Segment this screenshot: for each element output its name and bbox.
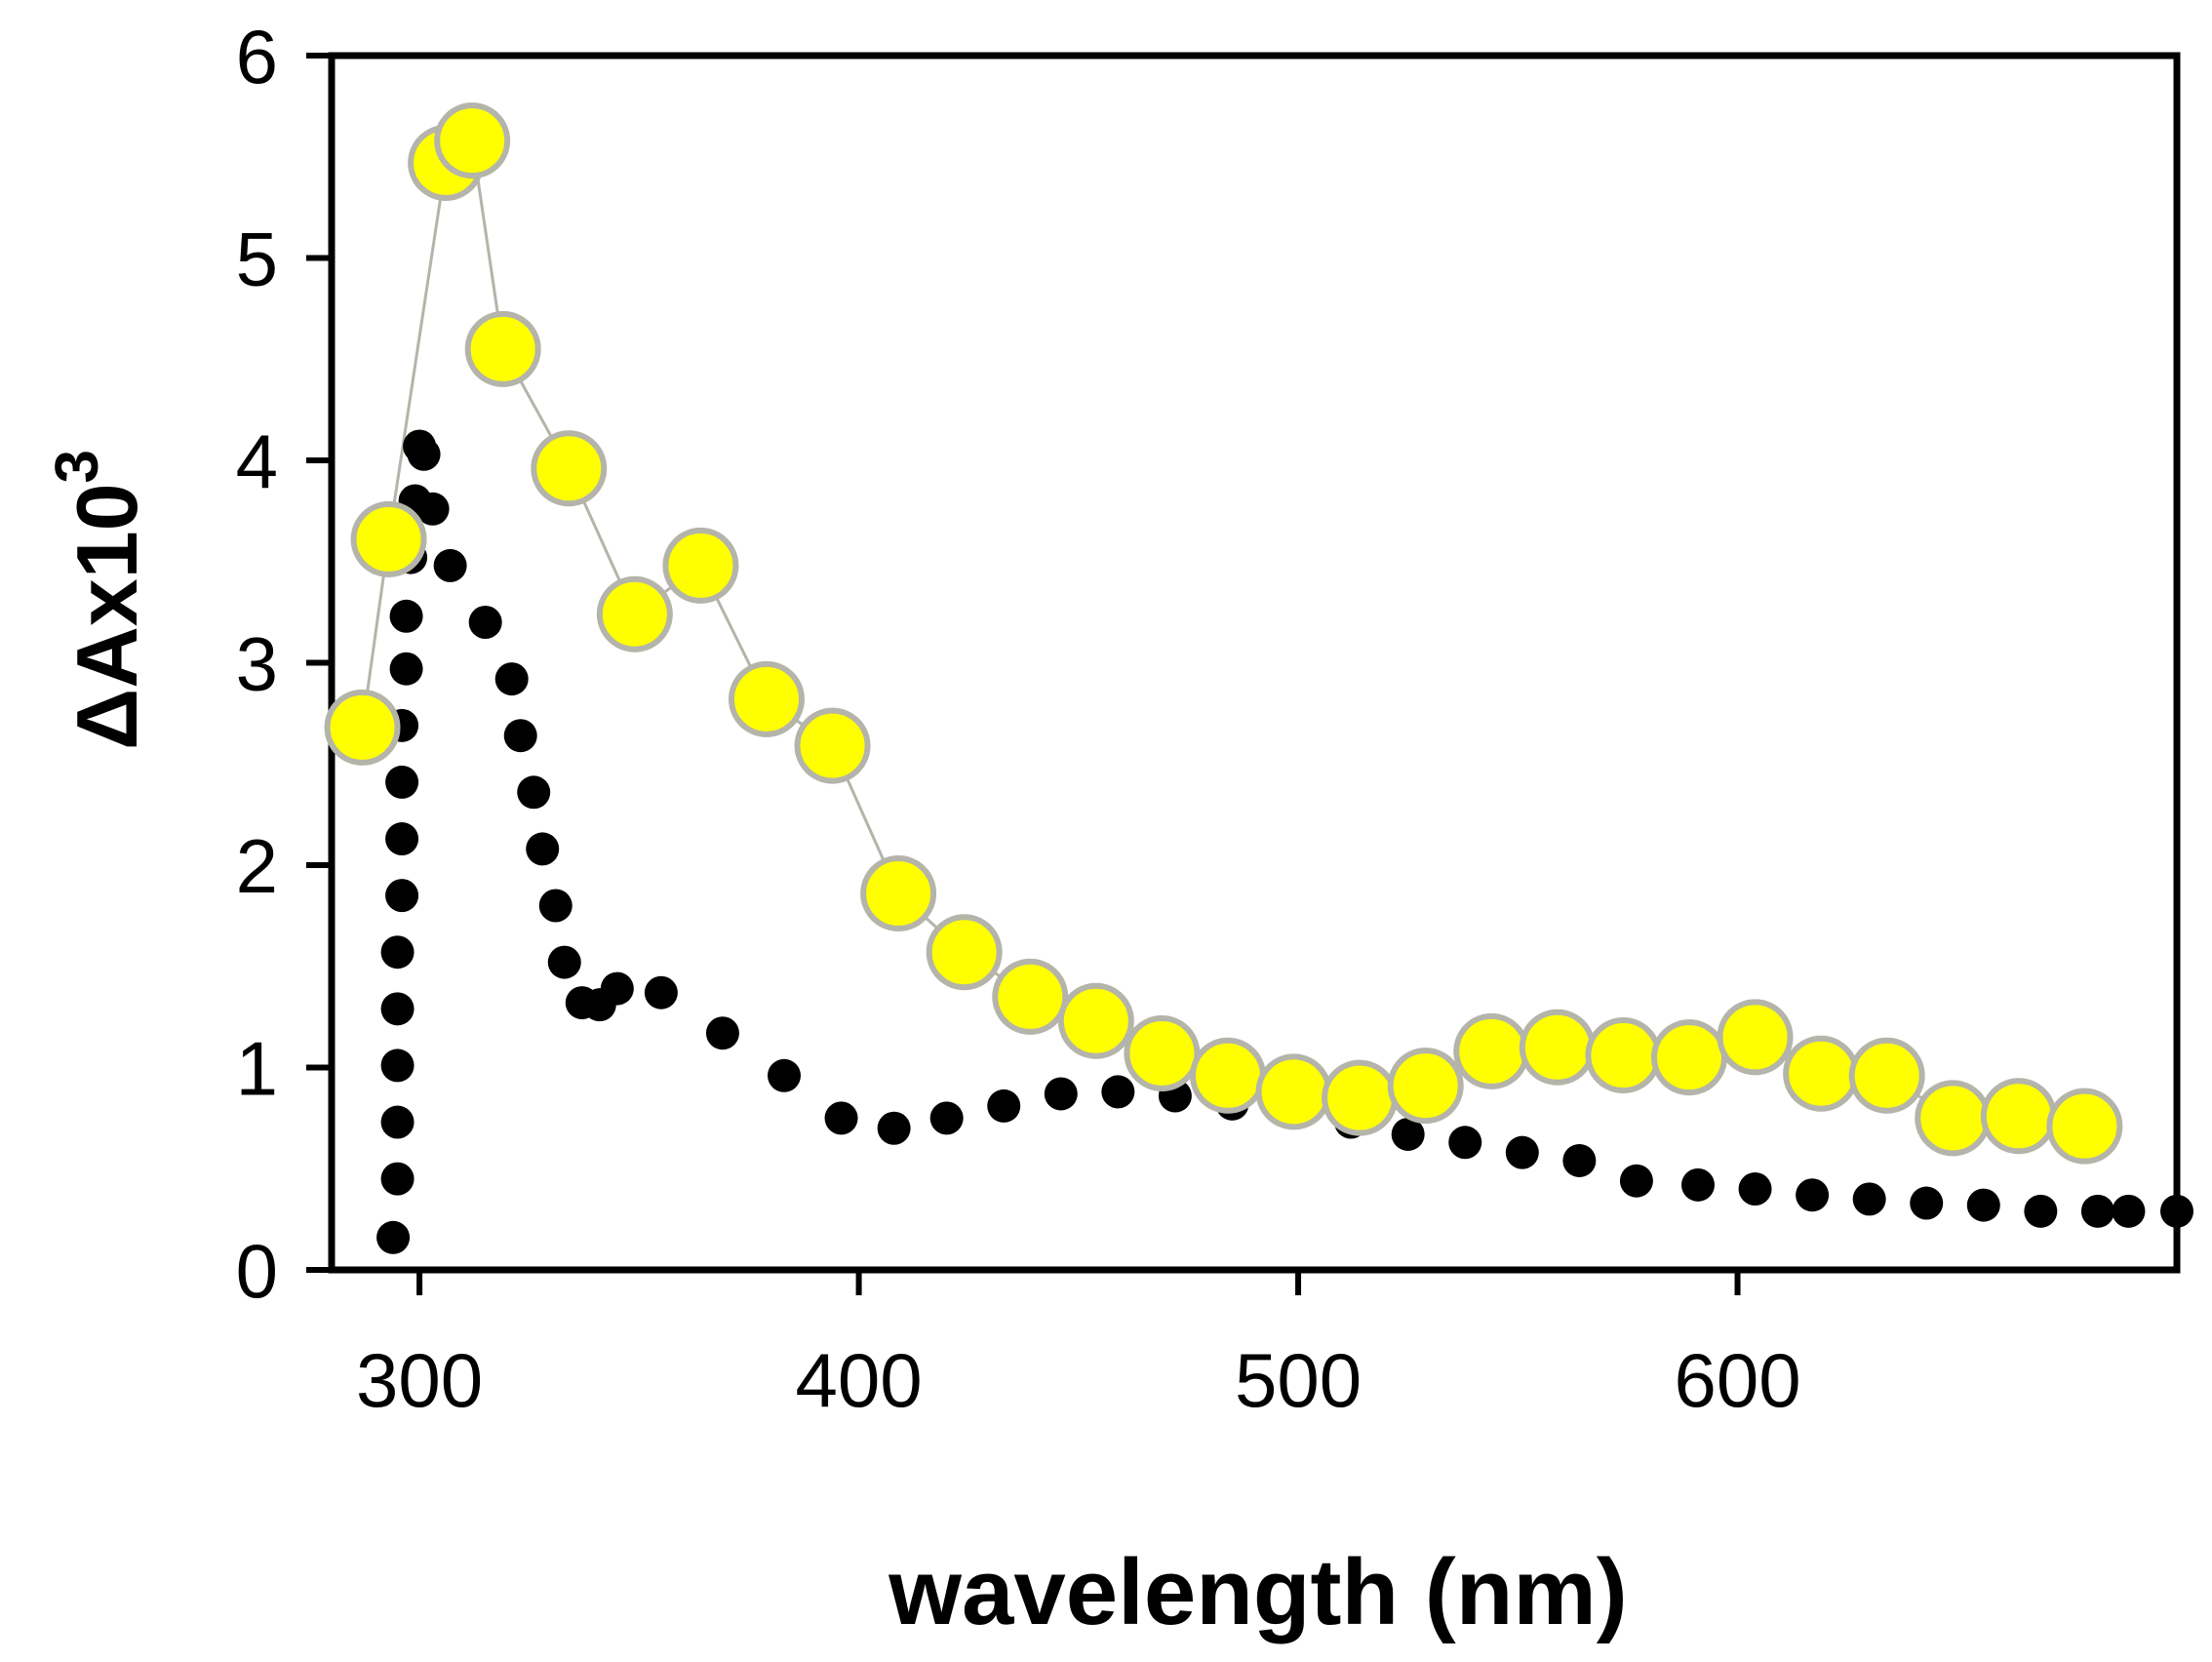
yellow-data-point (596, 575, 673, 653)
yellow-data-point (1453, 1012, 1530, 1089)
black-data-point (987, 1088, 1021, 1123)
black-data-point (1852, 1182, 1886, 1216)
black-data-point (2112, 1194, 2146, 1228)
black-data-point (1910, 1186, 1944, 1220)
black-data-point (1562, 1143, 1597, 1177)
y-tick-label: 1 (236, 1026, 278, 1112)
black-data-point (1796, 1178, 1830, 1212)
yellow-data-point (1585, 1017, 1662, 1094)
yellow-data-point (531, 430, 608, 507)
black-data-point (538, 889, 573, 923)
y-axis-ticks: 0 1 2 3 4 5 6 (236, 14, 332, 1314)
yellow-data-point (992, 958, 1069, 1035)
black-data-point (517, 775, 551, 810)
yellow-data-point (1255, 1053, 1332, 1130)
black-data-point (389, 652, 423, 686)
yellow-data-point (860, 855, 937, 932)
black-data-point (600, 971, 634, 1006)
x-axis-ticks: 300 400 500 600 (356, 1270, 1801, 1423)
yellow-data-point (1519, 1009, 1596, 1086)
yellow-data-point (1322, 1059, 1399, 1136)
black-data-point (526, 832, 560, 866)
black-data-point (389, 599, 423, 633)
black-data-point (767, 1058, 801, 1092)
x-tick-label: 500 (1235, 1337, 1362, 1423)
y-tick-label: 4 (236, 418, 278, 504)
y-tick-label: 3 (236, 621, 278, 707)
yellow-data-point (662, 527, 739, 604)
black-data-point (1966, 1188, 2000, 1222)
yellow-data-point (324, 689, 401, 766)
yellow-data-point (2046, 1088, 2123, 1165)
yellow-data-point (350, 500, 427, 577)
x-tick-label: 400 (796, 1337, 923, 1423)
black-data-point (824, 1101, 858, 1135)
y-axis-title-superscript: 3 (44, 450, 111, 483)
yellow-data-point (1783, 1035, 1860, 1112)
black-data-point (1738, 1172, 1772, 1206)
black-data-point (2080, 1194, 2114, 1228)
x-tick-label: 600 (1674, 1337, 1800, 1423)
yellow-data-point (1980, 1078, 2057, 1155)
black-data-point (2024, 1194, 2058, 1228)
black-data-point (1391, 1117, 1425, 1151)
yellow-data-point (1124, 1014, 1201, 1091)
black-data-point (380, 1105, 415, 1139)
black-data-point (433, 548, 467, 582)
yellow-data-point (1057, 982, 1134, 1059)
yellow-data-point (1915, 1080, 1992, 1157)
black-data-point (1448, 1126, 1482, 1160)
black-data-point (2160, 1194, 2193, 1228)
y-axis-title-main: ΔAx10 (59, 483, 155, 750)
black-data-point (1044, 1077, 1078, 1111)
yellow-data-point (728, 660, 805, 737)
black-data-point (1101, 1075, 1135, 1109)
black-data-point (468, 606, 502, 639)
yellow-data-point (794, 707, 871, 784)
yellow-data-point (1387, 1048, 1464, 1125)
y-tick-label: 2 (236, 823, 278, 909)
black-data-point (376, 1220, 411, 1254)
black-data-point (415, 492, 450, 526)
y-axis-title: ΔAx103 (44, 450, 155, 750)
black-data-point (1505, 1135, 1539, 1169)
black-data-point (929, 1101, 964, 1135)
black-data-point (380, 1049, 415, 1083)
x-axis-title: wavelength (nm) (888, 1540, 1627, 1644)
y-tick-label: 0 (236, 1228, 278, 1314)
black-data-point (385, 822, 419, 856)
y-tick-label: 5 (236, 217, 278, 302)
yellow-data-point (434, 102, 511, 179)
yellow-series-markers (324, 102, 2123, 1165)
x-tick-label: 300 (356, 1337, 483, 1423)
black-data-point (503, 719, 537, 753)
black-data-point (705, 1016, 739, 1050)
y-tick-label: 6 (236, 14, 278, 99)
black-data-point (385, 765, 419, 799)
yellow-data-point (926, 914, 1003, 991)
black-data-point (407, 437, 441, 471)
black-data-point (380, 935, 415, 970)
yellow-data-point (464, 310, 541, 387)
black-data-point (877, 1111, 911, 1145)
black-data-point (385, 879, 419, 913)
yellow-data-point (1848, 1037, 1925, 1114)
black-data-point (547, 945, 581, 979)
black-data-point (494, 662, 529, 696)
black-data-point (380, 1162, 415, 1196)
yellow-data-point (1650, 1019, 1727, 1096)
yellow-data-point (1717, 999, 1794, 1076)
black-data-point (1680, 1167, 1715, 1202)
black-data-point (380, 992, 415, 1026)
black-data-point (644, 975, 678, 1009)
yellow-data-point (1189, 1037, 1266, 1114)
black-data-point (1619, 1164, 1653, 1198)
